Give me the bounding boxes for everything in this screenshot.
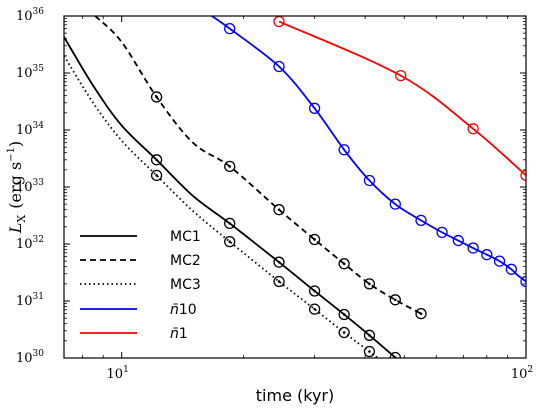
series-1-point-center <box>155 95 158 99</box>
series-3-point <box>493 255 506 267</box>
y-tick-label: 1030 <box>16 349 44 366</box>
x-tick-label: 101 <box>107 365 129 382</box>
series-2-point-center <box>155 174 158 177</box>
series-0-point <box>338 308 350 321</box>
series-2-point-center <box>368 350 371 353</box>
y-tick-label: 1032 <box>16 235 44 252</box>
y-axis-label-sub: X <box>15 215 28 223</box>
series-0-point <box>224 217 236 230</box>
y-axis-label-units-close: ) <box>6 141 25 147</box>
series-3-point <box>436 226 448 239</box>
series-markers <box>150 16 526 358</box>
series-0-point-center <box>277 260 281 264</box>
plot-frame <box>63 15 527 359</box>
y-tick-label: 1036 <box>16 7 44 24</box>
series-2-point <box>308 303 321 315</box>
series-3-point <box>481 249 493 261</box>
series-2-point-center <box>277 280 281 283</box>
series-3-point <box>224 22 236 35</box>
series-2-point-center <box>342 331 346 334</box>
series-2-point-center <box>228 240 232 243</box>
series-1-point-center <box>368 282 371 286</box>
y-axis-label-units-exp: −1 <box>6 147 17 162</box>
series-1-point <box>273 204 285 216</box>
series-2-point <box>150 169 163 182</box>
series-4-point <box>520 169 526 182</box>
x-axis-label: time (kyr) <box>256 386 334 405</box>
series-3-point <box>520 275 526 288</box>
series-3-point <box>363 174 376 187</box>
series-3-point <box>389 198 401 210</box>
y-tick-label: 1031 <box>16 292 44 309</box>
series-2-point <box>224 235 236 248</box>
series-3-point <box>505 263 518 275</box>
y-axis-label: LX (erg s−1) <box>6 141 28 234</box>
series-curves <box>64 16 526 358</box>
series-1-point-center <box>277 208 281 211</box>
series-3-point <box>467 242 479 254</box>
series-3-point <box>415 214 427 226</box>
series-line-4 <box>278 20 526 177</box>
series-0-point <box>308 285 321 297</box>
series-1-point <box>308 233 321 246</box>
series-0-point-center <box>228 222 232 225</box>
series-2-point <box>363 345 376 358</box>
series-2-point <box>338 326 350 339</box>
legend-label-mc2: MC2 <box>170 253 201 269</box>
series-0-point <box>363 329 376 341</box>
legend-label-nbar1: n̄1 <box>170 326 188 342</box>
x-tick-label: 102 <box>511 365 533 382</box>
series-3-point <box>452 234 464 247</box>
series-1-point-center <box>313 238 316 241</box>
series-1-point <box>224 160 236 173</box>
series-0-point-center <box>368 334 371 337</box>
series-4-point <box>395 69 407 82</box>
series-3-point <box>338 144 350 156</box>
series-0-point <box>273 256 285 268</box>
series-1-point-center <box>228 165 232 168</box>
series-line-2 <box>64 55 379 358</box>
series-0-point <box>150 154 163 166</box>
series-1-point-center <box>419 312 423 315</box>
y-axis-label-units: (erg s <box>6 162 25 209</box>
series-2-point <box>273 275 285 288</box>
series-1-point <box>150 91 163 103</box>
series-3-point <box>273 60 285 73</box>
series-2-point-center <box>313 307 316 311</box>
series-0-point-center <box>342 313 346 316</box>
series-1-point-center <box>393 298 397 302</box>
series-line-3 <box>211 16 526 283</box>
series-1-point <box>389 294 401 306</box>
series-0-point-center <box>155 158 158 162</box>
series-1-point <box>338 258 350 270</box>
legend-label-mc3: MC3 <box>170 277 201 293</box>
legend-label-nbar10: n̄10 <box>170 302 197 318</box>
series-4-point <box>467 123 479 135</box>
y-tick-label: 1034 <box>16 121 44 138</box>
legend-label-mc1: MC1 <box>170 229 201 245</box>
y-tick-label: 1035 <box>16 64 44 81</box>
y-tick-label: 1033 <box>16 178 44 195</box>
series-1-point <box>363 278 376 290</box>
series-3-point <box>308 102 321 114</box>
legend: MC1 MC2 MC3 n̄10 n̄1 <box>80 229 201 342</box>
series-1-point <box>415 307 427 320</box>
y-axis-label-main: L <box>6 223 25 235</box>
series-1-point-center <box>342 262 346 266</box>
series-0-point-center <box>313 289 316 293</box>
